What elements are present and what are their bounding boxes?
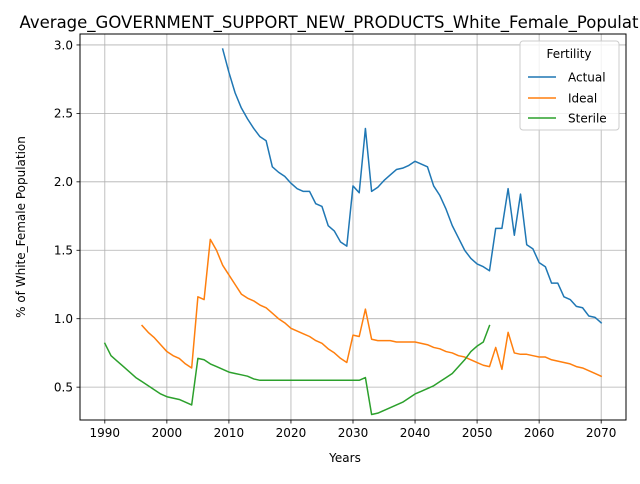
x-axis-ticks: 1990 2000 2010 2020 2030 2040 2050 2060 2070 xyxy=(90,420,617,440)
y-tick-label: 2.0 xyxy=(54,175,73,189)
y-tick-label: 1.5 xyxy=(54,244,73,258)
x-tick-label: 2040 xyxy=(400,426,431,440)
x-tick-label: 2000 xyxy=(152,426,183,440)
series-line-sterile xyxy=(103,324,491,416)
x-tick-label: 2070 xyxy=(586,426,617,440)
legend-entry-ideal: Ideal xyxy=(528,92,597,106)
legend-box xyxy=(519,40,620,131)
x-axis-label: Years xyxy=(328,451,361,465)
x-tick-label: 2060 xyxy=(524,426,555,440)
legend: Fertility Actual Ideal Sterile xyxy=(519,40,620,131)
legend-label-actual: Actual xyxy=(568,71,606,85)
y-tick-label: 0.5 xyxy=(54,380,73,394)
series-line-ideal xyxy=(140,238,603,378)
legend-label-sterile: Sterile xyxy=(568,112,607,126)
x-tick-label: 2050 xyxy=(462,426,493,440)
y-tick-label: 1.0 xyxy=(54,312,73,326)
series-lines xyxy=(103,48,603,416)
y-axis-ticks: 0.5 1.0 1.5 2.0 2.5 3.0 xyxy=(54,38,80,394)
x-tick-label: 1990 xyxy=(90,426,121,440)
y-tick-label: 2.5 xyxy=(54,107,73,121)
legend-entry-sterile: Sterile xyxy=(528,112,607,126)
legend-label-ideal: Ideal xyxy=(568,92,597,106)
x-tick-label: 2030 xyxy=(338,426,369,440)
legend-title: Fertility xyxy=(546,47,591,61)
y-axis-label: % of White_Female Population xyxy=(14,136,28,318)
series-line-actual xyxy=(221,48,603,324)
legend-entry-actual: Actual xyxy=(528,71,606,85)
x-tick-label: 2010 xyxy=(214,426,245,440)
x-tick-label: 2020 xyxy=(276,426,307,440)
chart-title: Average_GOVERNMENT_SUPPORT_NEW_PRODUCTS_… xyxy=(20,13,639,33)
y-tick-label: 3.0 xyxy=(54,38,73,52)
